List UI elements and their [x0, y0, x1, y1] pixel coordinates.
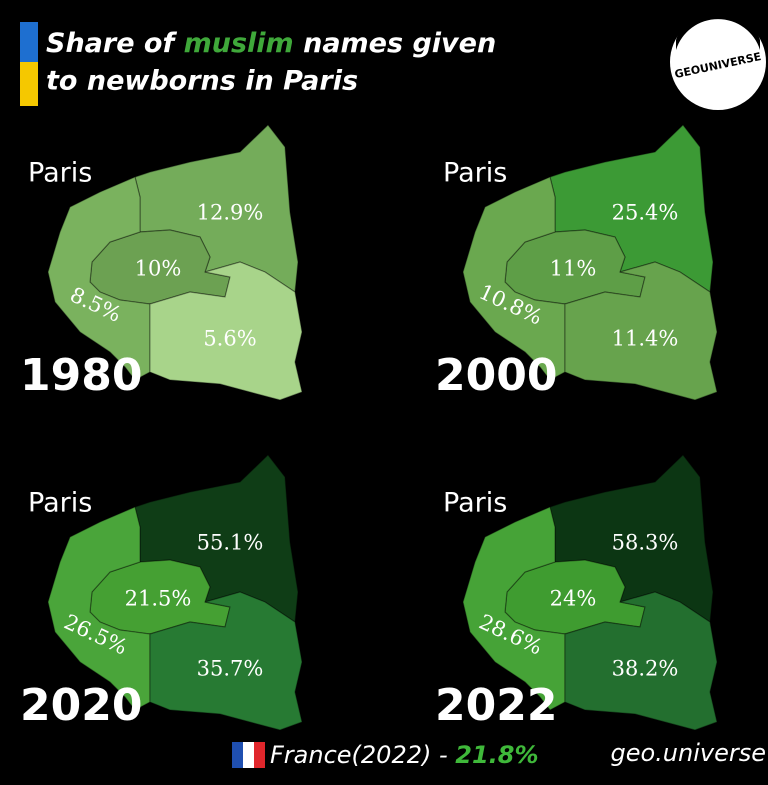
year-label: 2020 — [20, 680, 142, 731]
logo-arc — [676, 9, 760, 50]
fr-flag-blue — [232, 742, 243, 768]
region-label: 12.9% — [197, 201, 264, 225]
region-label: 5.6% — [203, 327, 256, 351]
year-label: 2022 — [435, 680, 557, 731]
region-label: 55.1% — [197, 531, 264, 555]
place-label: Paris — [443, 158, 507, 189]
flag-yellow — [20, 62, 38, 106]
region-label: 35.7% — [197, 657, 264, 681]
year-label: 2000 — [435, 350, 557, 401]
footer-credit: geo.universe — [610, 739, 766, 767]
region-label: 24% — [550, 587, 597, 611]
title-line-2: to newborns in Paris — [46, 66, 358, 97]
place-label: Paris — [28, 158, 92, 189]
region — [149, 591, 303, 731]
footer-text: France(2022) - 21.8% — [270, 741, 539, 769]
title-line-1: Share of muslim names given — [46, 28, 496, 59]
logo — [670, 14, 766, 110]
region-label: 58.3% — [612, 531, 679, 555]
footer-country: France(2022) - — [270, 741, 455, 769]
title-highlight: muslim — [184, 28, 294, 59]
region-label: 11% — [550, 257, 597, 281]
place-label: Paris — [443, 488, 507, 519]
year-label: 1980 — [20, 350, 142, 401]
region-label: 25.4% — [612, 201, 679, 225]
fr-flag-red — [254, 742, 265, 768]
region — [149, 261, 303, 401]
region — [564, 261, 718, 401]
title-text: names given — [303, 28, 496, 59]
region-label: 10% — [135, 257, 182, 281]
region — [564, 591, 718, 731]
place-label: Paris — [28, 488, 92, 519]
footer-value: 21.8% — [455, 741, 538, 769]
region-label: 11.4% — [612, 327, 679, 351]
fr-flag-white — [243, 742, 254, 768]
title-text: Share of — [46, 28, 177, 59]
flag-blue — [20, 22, 38, 62]
region-label: 21.5% — [125, 587, 192, 611]
region-label: 38.2% — [612, 657, 679, 681]
maps: 12.9%10%8.5%5.6%Paris198025.4%11%10.8%11… — [20, 124, 718, 731]
